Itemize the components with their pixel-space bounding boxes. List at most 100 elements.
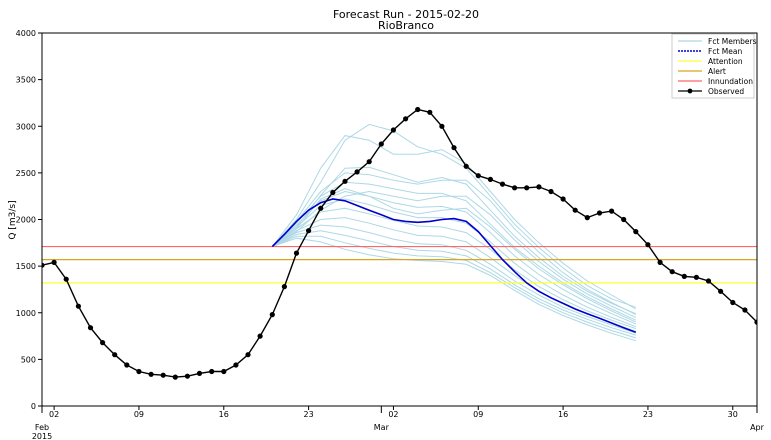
y-axis-label: Q [m3/s] xyxy=(8,200,18,239)
observed-point xyxy=(245,352,251,358)
y-tick-label: 0 xyxy=(31,402,36,411)
x-major-label: Feb xyxy=(35,423,49,432)
x-tick-label: 16 xyxy=(558,410,568,419)
forecast-member-line-1 xyxy=(271,123,636,308)
observed-point xyxy=(742,307,748,313)
observed-point xyxy=(75,303,81,309)
observed-point xyxy=(233,362,239,368)
observed-point xyxy=(160,372,166,378)
forecast-member-line-11 xyxy=(272,235,636,339)
observed-point xyxy=(681,273,687,279)
axes: 0 500 1000 1500 2000 2500 3000 3500 4000 02 09 16 23… xyxy=(16,29,765,440)
observed-point xyxy=(524,185,530,191)
observed-point xyxy=(730,299,736,306)
observed-point xyxy=(548,188,554,195)
observed-point xyxy=(669,269,675,275)
observed-point xyxy=(148,371,154,377)
observed-point xyxy=(112,352,118,358)
observed-point xyxy=(51,259,57,265)
x-major-label: 2015 xyxy=(32,432,52,440)
observed-point xyxy=(657,259,663,265)
observed-point xyxy=(257,333,263,339)
forecast-member-line-15 xyxy=(271,166,636,315)
observed-point xyxy=(403,116,409,122)
legend-label: Innundation xyxy=(708,77,753,86)
observed-point xyxy=(293,250,300,256)
legend-label: Attention xyxy=(708,57,743,66)
observed-point xyxy=(427,109,433,115)
observed-point xyxy=(318,205,324,211)
forecast-member-line-4 xyxy=(271,181,637,321)
observed-point xyxy=(621,216,627,223)
forecast-mean-line xyxy=(271,198,637,334)
x-major-label: Apr xyxy=(750,423,765,432)
observed-point xyxy=(209,368,215,375)
observed-point xyxy=(63,276,69,282)
legend-label: Fct Mean xyxy=(708,47,742,56)
forecast-member-line-14 xyxy=(272,190,637,318)
observed-point xyxy=(463,163,469,169)
chart-subtitle: RioBranco xyxy=(378,19,434,32)
legend-label: Observed xyxy=(708,87,744,96)
observed-point xyxy=(487,176,493,182)
observed-point xyxy=(124,362,130,368)
y-tick-label: 4000 xyxy=(16,29,36,38)
y-tick-label: 500 xyxy=(21,355,36,364)
forecast-member-line-9 xyxy=(272,224,636,334)
observed-point xyxy=(475,173,481,179)
x-tick-label: 16 xyxy=(219,410,229,419)
observed-point xyxy=(196,370,203,376)
observed-point xyxy=(330,189,336,196)
x-tick-label: 30 xyxy=(728,410,738,419)
observed-point xyxy=(645,242,651,248)
observed-point xyxy=(536,184,542,190)
observed-point xyxy=(633,229,639,235)
y-tick-label: 1000 xyxy=(16,309,36,318)
observed-point xyxy=(306,228,312,234)
observed-point xyxy=(366,159,372,165)
observed-point xyxy=(136,368,142,375)
observed-point xyxy=(172,374,178,380)
y-tick-label: 2500 xyxy=(16,169,36,178)
observed-point xyxy=(342,178,348,184)
legend-box xyxy=(671,33,755,99)
observed-point xyxy=(609,208,615,214)
x-tick-label: 23 xyxy=(643,410,653,419)
observed-point xyxy=(415,106,421,113)
observed-point xyxy=(42,262,45,268)
forecast-member-line-7 xyxy=(272,207,636,330)
observed-point xyxy=(754,319,757,325)
observed-point xyxy=(499,181,506,187)
observed-point xyxy=(100,340,106,346)
x-tick-label: 02 xyxy=(388,410,398,419)
y-tick-label: 1500 xyxy=(16,262,36,271)
observed-point xyxy=(693,274,700,280)
observed-point xyxy=(281,284,287,290)
observed-point xyxy=(87,325,94,331)
x-major-label: Mar xyxy=(374,423,390,432)
observed-point xyxy=(451,145,457,151)
observed-point xyxy=(390,127,396,133)
observed-point xyxy=(705,278,712,284)
legend-label: Alert xyxy=(708,67,726,76)
observed-point xyxy=(378,141,384,147)
observed-point xyxy=(354,169,360,175)
x-tick-label: 23 xyxy=(304,410,314,419)
observed-point xyxy=(584,215,590,221)
forecast-member-line-10 xyxy=(272,230,636,336)
observed-point xyxy=(184,373,190,379)
y-tick-label: 3500 xyxy=(16,76,36,85)
observed-point xyxy=(439,123,445,129)
observed-point xyxy=(718,288,724,294)
x-tick-label: 02 xyxy=(49,410,59,419)
forecast-member-line-6 xyxy=(271,198,636,328)
y-tick-label: 2000 xyxy=(16,216,36,225)
observed-point xyxy=(221,368,227,375)
observed-point xyxy=(269,312,275,318)
forecast-member-line-2 xyxy=(271,135,637,310)
forecast-member-line-12 xyxy=(272,237,636,342)
observed-point xyxy=(511,185,518,191)
y-tick-label: 3000 xyxy=(16,122,36,131)
